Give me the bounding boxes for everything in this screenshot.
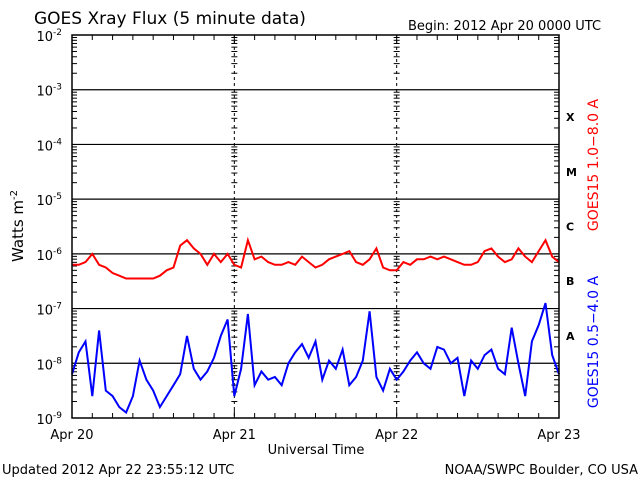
svg-text:Watts m-2: Watts m-2: [9, 190, 27, 262]
y-tick-base: 10: [36, 139, 53, 154]
updated-timestamp: Updated 2012 Apr 22 23:55:12 UTC: [2, 463, 234, 478]
y-tick-label: 10-3: [36, 83, 62, 100]
begin-label: Begin: 2012 Apr 20 0000 UTC: [408, 19, 601, 34]
y-tick-label: 10-8: [36, 356, 62, 373]
y-tick-labels: 10-210-310-410-510-610-710-810-9: [36, 28, 62, 428]
series-short-wavelength: [71, 302, 560, 415]
chart-title: GOES Xray Flux (5 minute data): [34, 9, 306, 29]
x-axis-label: Universal Time: [268, 443, 365, 458]
x-tick-label: Apr 20: [50, 428, 93, 443]
flare-class-a: A: [566, 330, 575, 343]
flare-class-labels: X M C B A: [566, 111, 577, 343]
x-tick-labels: Apr 20 Apr 21 Apr 22 Apr 23: [50, 428, 580, 443]
plot-frame: [71, 34, 560, 419]
y-tick-label: 10-7: [36, 302, 62, 319]
y-tick-label: 10-5: [36, 192, 62, 209]
y-tick-exp: -6: [53, 247, 62, 257]
legend-red: GOES15 1.0−8.0 A: [586, 99, 602, 232]
y-tick-exp: -4: [53, 137, 62, 147]
y-tick-exp: -2: [53, 28, 62, 38]
flare-class-x: X: [566, 111, 575, 124]
y-tick-exp: -9: [53, 411, 62, 421]
flare-class-m: M: [566, 166, 577, 179]
y-tick-exp: -3: [53, 83, 62, 93]
y-tick-base: 10: [36, 304, 53, 319]
y-axis-label-text: Watts m: [9, 200, 27, 262]
series-lines: [71, 236, 560, 415]
legend-goes15-long: GOES15 1.0−8.0 A: [586, 99, 602, 232]
y-tick-exp: -5: [53, 192, 62, 202]
y-tick-label: 10-4: [36, 137, 62, 154]
grid: [72, 35, 559, 416]
y-axis-label: Watts m-2: [9, 190, 27, 262]
legend-blue: GOES15 0.5−4.0 A: [586, 276, 602, 409]
y-tick-base: 10: [36, 85, 53, 100]
axis-ticks: [71, 35, 560, 418]
x-tick-label: Apr 22: [375, 428, 418, 443]
y-tick-base: 10: [36, 413, 53, 428]
y-axis-label-sup: -2: [9, 190, 20, 200]
series-long-wavelength: [72, 236, 560, 280]
x-tick-label: Apr 21: [213, 428, 256, 443]
y-tick-base: 10: [36, 194, 53, 209]
y-tick-base: 10: [36, 249, 53, 264]
x-tick-label: Apr 23: [537, 428, 580, 443]
y-tick-label: 10-6: [36, 247, 62, 264]
legend-goes15-short: GOES15 0.5−4.0 A: [586, 276, 602, 409]
y-tick-label: 10-9: [36, 411, 62, 428]
y-tick-base: 10: [36, 358, 53, 373]
y-tick-base: 10: [36, 30, 53, 45]
y-tick-label: 10-2: [36, 28, 62, 45]
credit-label: NOAA/SWPC Boulder, CO USA: [445, 463, 638, 478]
flare-class-b: B: [566, 275, 574, 288]
y-tick-exp: -7: [53, 302, 62, 312]
flare-class-c: C: [566, 221, 574, 234]
y-tick-exp: -8: [53, 356, 62, 366]
